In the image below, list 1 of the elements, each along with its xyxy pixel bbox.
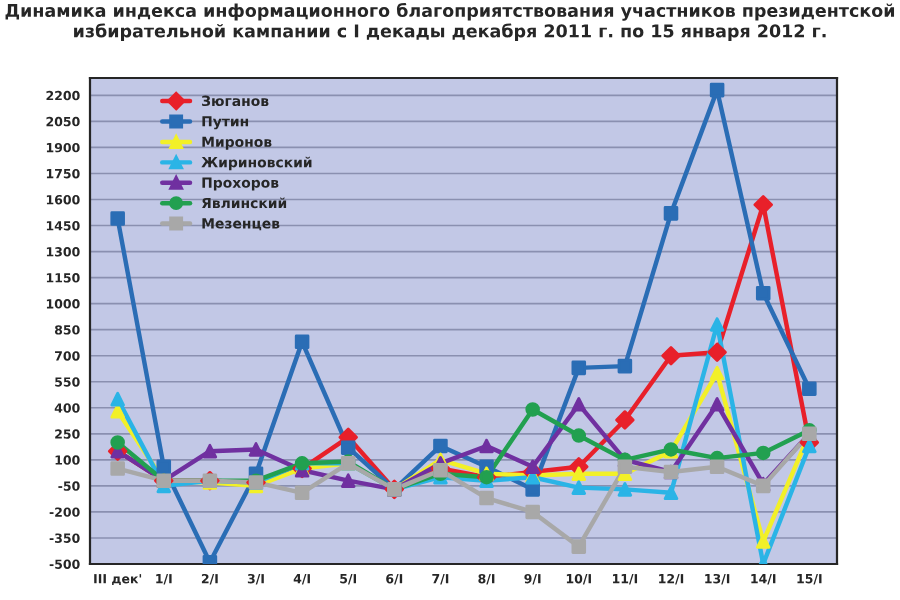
chart-title: Динамика индекса информационного благоприятствования участников президентской избирательной кампании с I декады декабря 2011 г. по 15 января 2012 г.: [5, 3, 895, 41]
